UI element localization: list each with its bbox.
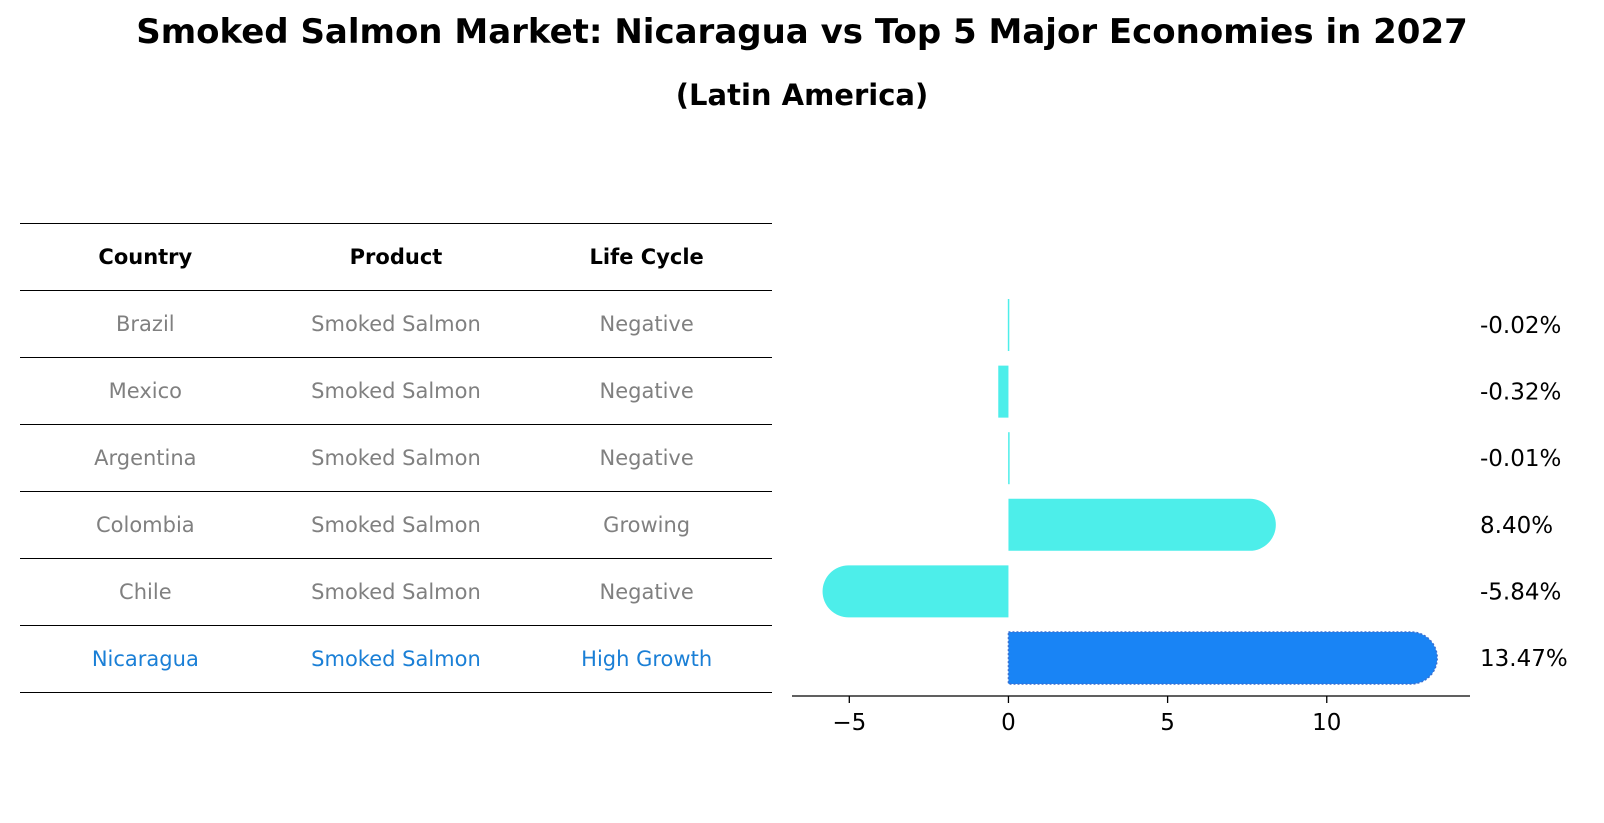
bar-argentina (1008, 432, 1010, 485)
value-label-argentina: -0.01% (1480, 446, 1561, 472)
value-label-mexico: -0.32% (1480, 380, 1561, 406)
cell-life-cycle: High Growth (521, 625, 772, 693)
bar-colombia (1008, 498, 1276, 551)
cell-product: Smoked Salmon (270, 290, 522, 358)
cell-country: Argentina (20, 424, 271, 492)
table-row: Chile Smoked Salmon Negative (20, 558, 772, 626)
header-product: Product (270, 223, 522, 291)
header-life-cycle: Life Cycle (521, 223, 772, 291)
x-tick-label: −5 (832, 710, 866, 736)
cell-product: Smoked Salmon (270, 424, 522, 492)
cell-country: Chile (20, 558, 271, 626)
value-label-brazil: -0.02% (1480, 313, 1561, 339)
bar-brazil (1007, 299, 1010, 351)
cell-life-cycle: Growing (521, 491, 772, 559)
table-row-highlight: Nicaragua Smoked Salmon High Growth (20, 625, 772, 693)
x-tick-label: 5 (1160, 710, 1175, 736)
market-table: Country Product Life Cycle Brazil Smoked… (20, 223, 772, 693)
table-row: Mexico Smoked Salmon Negative (20, 357, 772, 425)
cell-life-cycle: Negative (521, 558, 772, 626)
header-country: Country (20, 223, 271, 291)
value-label-colombia: 8.40% (1480, 513, 1553, 539)
value-label-nicaragua: 13.47% (1480, 646, 1568, 672)
cell-life-cycle: Negative (521, 290, 772, 358)
cell-product: Smoked Salmon (270, 491, 522, 559)
cell-product: Smoked Salmon (270, 558, 522, 626)
table-header-row: Country Product Life Cycle (20, 223, 772, 291)
cell-product: Smoked Salmon (270, 625, 522, 693)
x-tick-label: 10 (1312, 710, 1341, 736)
chart-title: Smoked Salmon Market: Nicaragua vs Top 5… (136, 12, 1468, 52)
bar-chile (822, 565, 1009, 618)
table-row: Brazil Smoked Salmon Negative (20, 290, 772, 358)
cell-country: Brazil (20, 290, 271, 358)
bar-mexico (998, 365, 1009, 418)
cell-life-cycle: Negative (521, 424, 772, 492)
value-label-chile: -5.84% (1480, 579, 1561, 605)
table-row: Argentina Smoked Salmon Negative (20, 424, 772, 492)
table-row: Colombia Smoked Salmon Growing (20, 491, 772, 559)
cell-country: Nicaragua (20, 625, 271, 693)
chart-subtitle: (Latin America) (675, 78, 929, 112)
x-tick-label: 0 (1001, 710, 1016, 736)
cell-country: Colombia (20, 491, 271, 559)
bar-nicaragua (1007, 631, 1438, 685)
cell-product: Smoked Salmon (270, 357, 522, 425)
cell-country: Mexico (20, 357, 271, 425)
